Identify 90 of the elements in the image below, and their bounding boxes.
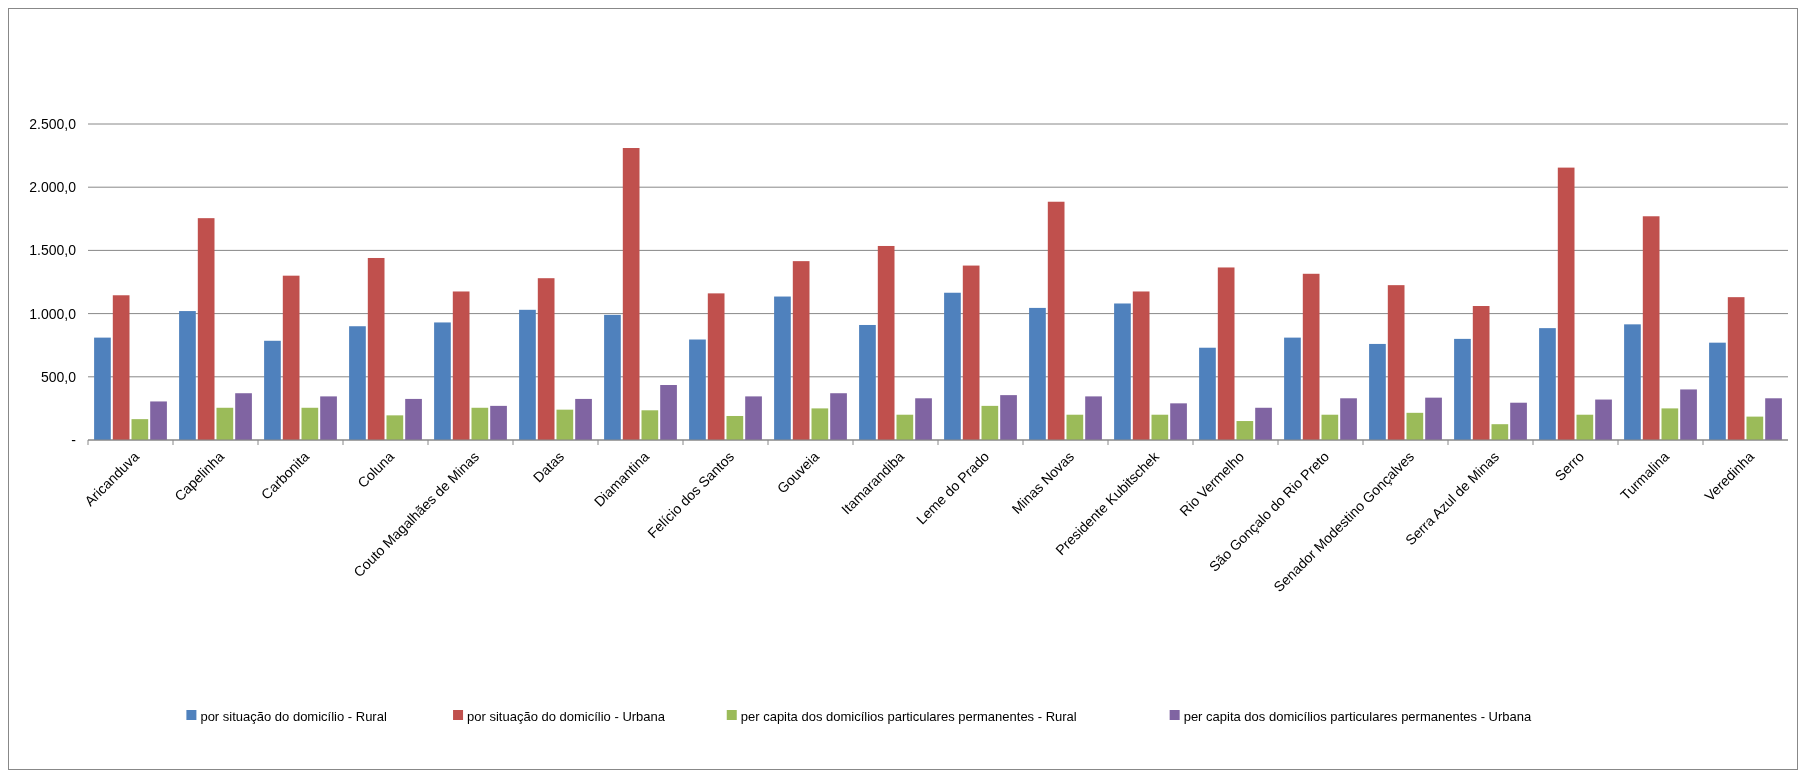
y-tick-label: - — [71, 431, 77, 448]
bar — [131, 419, 149, 440]
legend-label: per capita dos domicílios particulares permanentes - Rural — [740, 708, 1077, 724]
bar — [745, 396, 762, 440]
bar — [1765, 398, 1782, 440]
bar — [1510, 402, 1527, 440]
bar — [1085, 396, 1102, 440]
bar — [490, 405, 507, 440]
bar — [689, 339, 706, 440]
legend-label: per capita dos domicílios particulares permanentes - Urbana — [1183, 708, 1532, 724]
bar — [1472, 306, 1490, 440]
bar — [1255, 407, 1272, 440]
bar — [452, 291, 470, 440]
y-tick-label: 500,0 — [40, 368, 77, 385]
bar — [301, 407, 319, 440]
bar — [179, 311, 196, 440]
bar — [604, 314, 621, 440]
bar — [877, 245, 895, 440]
bar — [1557, 167, 1575, 440]
bar — [660, 385, 677, 440]
bar — [264, 340, 281, 440]
bar — [1369, 343, 1386, 440]
bar — [386, 415, 404, 440]
bar — [1624, 324, 1641, 440]
bar — [537, 278, 555, 440]
bar — [1170, 403, 1187, 440]
bar — [471, 407, 489, 440]
bar — [282, 275, 300, 440]
bar — [641, 410, 659, 440]
bar — [1642, 216, 1660, 440]
bar — [896, 414, 914, 440]
bar — [1425, 397, 1442, 440]
bar — [94, 337, 111, 440]
bar — [1114, 303, 1131, 440]
bar — [575, 398, 592, 440]
bar — [216, 407, 234, 440]
y-tick-label: 1.500,0 — [29, 242, 77, 259]
bar — [320, 396, 337, 440]
bar — [235, 393, 252, 440]
bar — [1284, 337, 1301, 440]
y-tick-label: 2.500,0 — [29, 115, 77, 132]
bar — [349, 326, 366, 440]
y-tick-label: 1.000,0 — [29, 305, 77, 322]
bar — [707, 293, 725, 440]
bar — [434, 322, 451, 440]
bar — [830, 393, 847, 440]
bar — [367, 257, 385, 440]
bar — [1132, 291, 1150, 440]
bar — [1217, 267, 1235, 440]
bar — [1321, 414, 1339, 440]
bar — [1595, 399, 1612, 440]
bar — [915, 398, 932, 440]
bar — [519, 309, 536, 440]
bar — [1340, 398, 1357, 440]
bar — [944, 292, 961, 440]
bar — [1029, 307, 1046, 440]
bar — [197, 218, 215, 440]
bar — [556, 409, 574, 440]
bar — [405, 398, 422, 440]
bar — [981, 405, 999, 440]
bar — [1727, 297, 1745, 440]
bar — [1236, 421, 1254, 440]
bar — [1680, 389, 1697, 440]
bar — [1151, 414, 1169, 440]
bar — [112, 295, 130, 440]
bar — [726, 415, 744, 440]
bar — [622, 148, 640, 440]
bar — [1199, 347, 1216, 440]
bar — [1406, 412, 1424, 440]
bar — [859, 324, 876, 440]
bar — [1047, 201, 1065, 440]
bar — [1661, 408, 1679, 440]
bar — [1746, 416, 1764, 440]
bar — [1539, 328, 1556, 440]
bar — [1302, 273, 1320, 440]
bar — [1454, 338, 1471, 440]
bar — [1387, 285, 1405, 440]
bar — [1491, 424, 1509, 440]
bar — [1066, 414, 1084, 440]
bar — [1000, 395, 1017, 440]
bar — [1576, 414, 1594, 440]
y-tick-label: 2.000,0 — [29, 179, 77, 196]
bar — [774, 296, 791, 440]
bar — [150, 401, 167, 440]
bar — [811, 408, 829, 440]
bar — [792, 261, 810, 440]
legend-label: por situação do domicílio - Rural — [200, 708, 387, 724]
bar — [1709, 342, 1726, 440]
bar — [962, 265, 980, 440]
legend-label: por situação do domicílio - Urbana — [467, 708, 666, 724]
